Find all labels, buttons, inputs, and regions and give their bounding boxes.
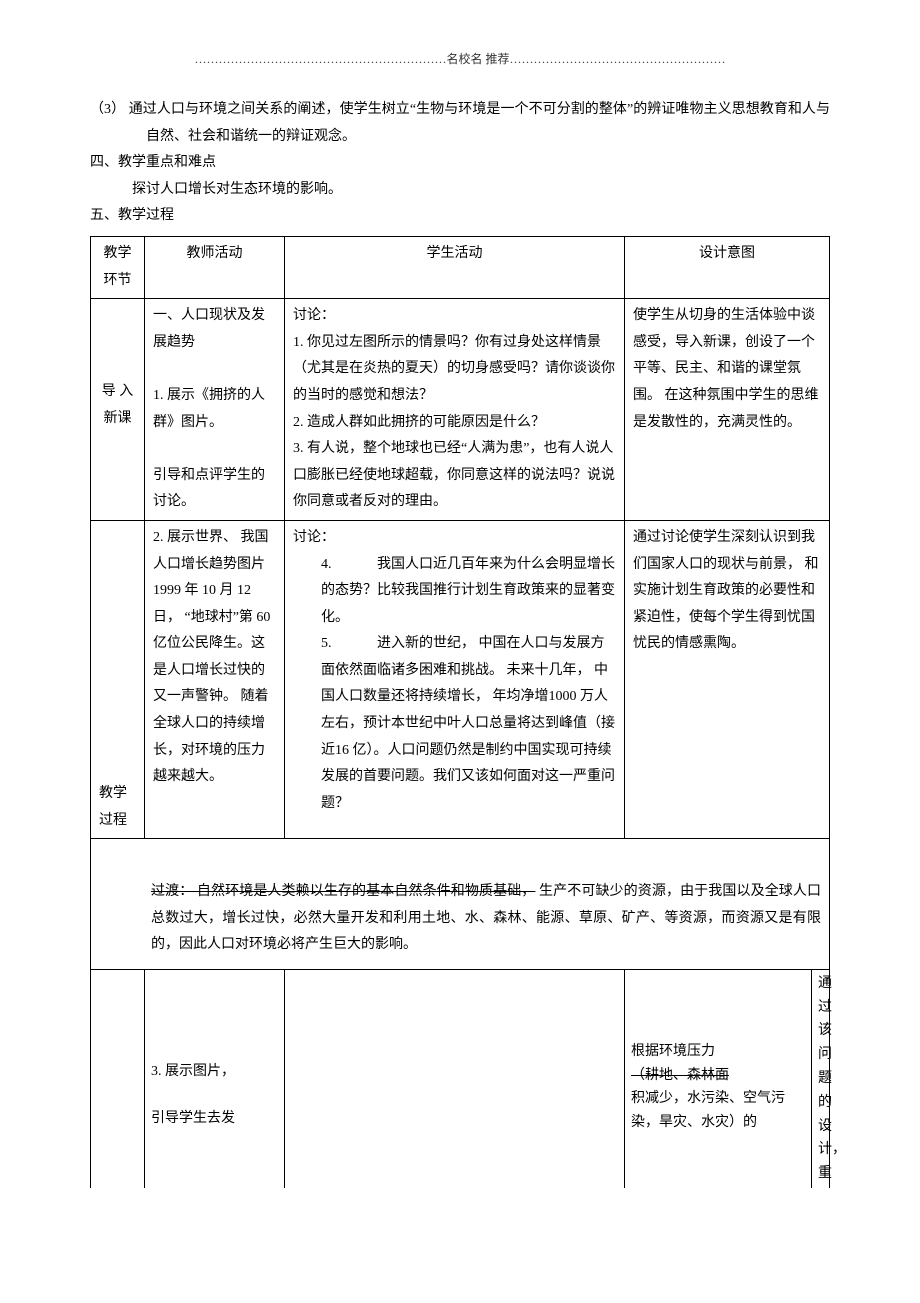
- transition-strike: 过渡： 自然环境是人类赖以生存的基本自然条件和物质基础，: [151, 884, 535, 899]
- bottom-empty: [285, 970, 625, 1188]
- table-row: 教学过程 2. 展示世界、 我国人口增长趋势图片 1999 年 10 月 12日…: [91, 520, 830, 838]
- col-header-intent: 设计意图: [625, 236, 830, 298]
- paragraph-3: （3） 通过人口与环境之间关系的阐述，使学生树立“生物与环境是一个不可分割的整体…: [90, 97, 830, 150]
- bottom-col1: [91, 970, 145, 1188]
- col-header-teacher: 教师活动: [145, 236, 285, 298]
- cell-intent-2: 通过讨论使学生深刻认识到我们国家人口的现状与前景， 和实施计划生育政策的必要性和…: [625, 520, 830, 838]
- col-header-stage: 教学环节: [91, 236, 145, 298]
- cell-stage-2: 教学过程: [91, 520, 145, 838]
- section-4-body: 探讨人口增长对生态环境的影响。: [90, 177, 830, 204]
- bottom-vertical-col: 通过该问题的设计，重: [812, 970, 830, 1188]
- header-dots: ………………………………………………………名校名 推荐……………………………………: [90, 50, 830, 67]
- cell-stage-1: 导 入新课: [91, 299, 145, 521]
- cell-teacher-2: 2. 展示世界、 我国人口增长趋势图片 1999 年 10 月 12日， “地球…: [145, 520, 285, 838]
- transition-row: 过渡： 自然环境是人类赖以生存的基本自然条件和物质基础， 生产不可缺少的资源，由…: [90, 839, 830, 970]
- cell-intent-1: 使学生从切身的生活体验中谈感受，导入新课，创设了一个平等、民主、和谐的课堂氛围。…: [625, 299, 830, 521]
- cell-student-1: 讨论： 1. 你见过左图所示的情景吗？你有过身处这样情景（尤其是在炎热的夏天）的…: [285, 299, 625, 521]
- table-row: 导 入新课 一、人口现状及发展趋势 1. 展示《拥挤的人群》图片。 引导和点评学…: [91, 299, 830, 521]
- section-4-title: 四、教学重点和难点: [90, 150, 830, 177]
- table-header-row: 教学环节 教师活动 学生活动 设计意图: [91, 236, 830, 298]
- bottom-intent: 根据环境压力 （耕地、森林面 积减少，水污染、空气污染，旱灾、水灾）的: [625, 970, 812, 1188]
- col-header-student: 学生活动: [285, 236, 625, 298]
- section-5-title: 五、教学过程: [90, 203, 830, 230]
- cell-teacher-1: 一、人口现状及发展趋势 1. 展示《拥挤的人群》图片。 引导和点评学生的讨论。: [145, 299, 285, 521]
- bottom-teacher: 3. 展示图片， 引导学生去发: [145, 970, 285, 1188]
- bottom-grid: 3. 展示图片， 引导学生去发 根据环境压力 （耕地、森林面 积减少，水污染、空…: [90, 970, 830, 1188]
- teaching-table: 教学环节 教师活动 学生活动 设计意图 导 入新课 一、人口现状及发展趋势 1.…: [90, 236, 830, 839]
- cell-student-2: 讨论： 4. 我国人口近几百年来为什么会明显增长的态势？比较我国推行计划生育政策…: [285, 520, 625, 838]
